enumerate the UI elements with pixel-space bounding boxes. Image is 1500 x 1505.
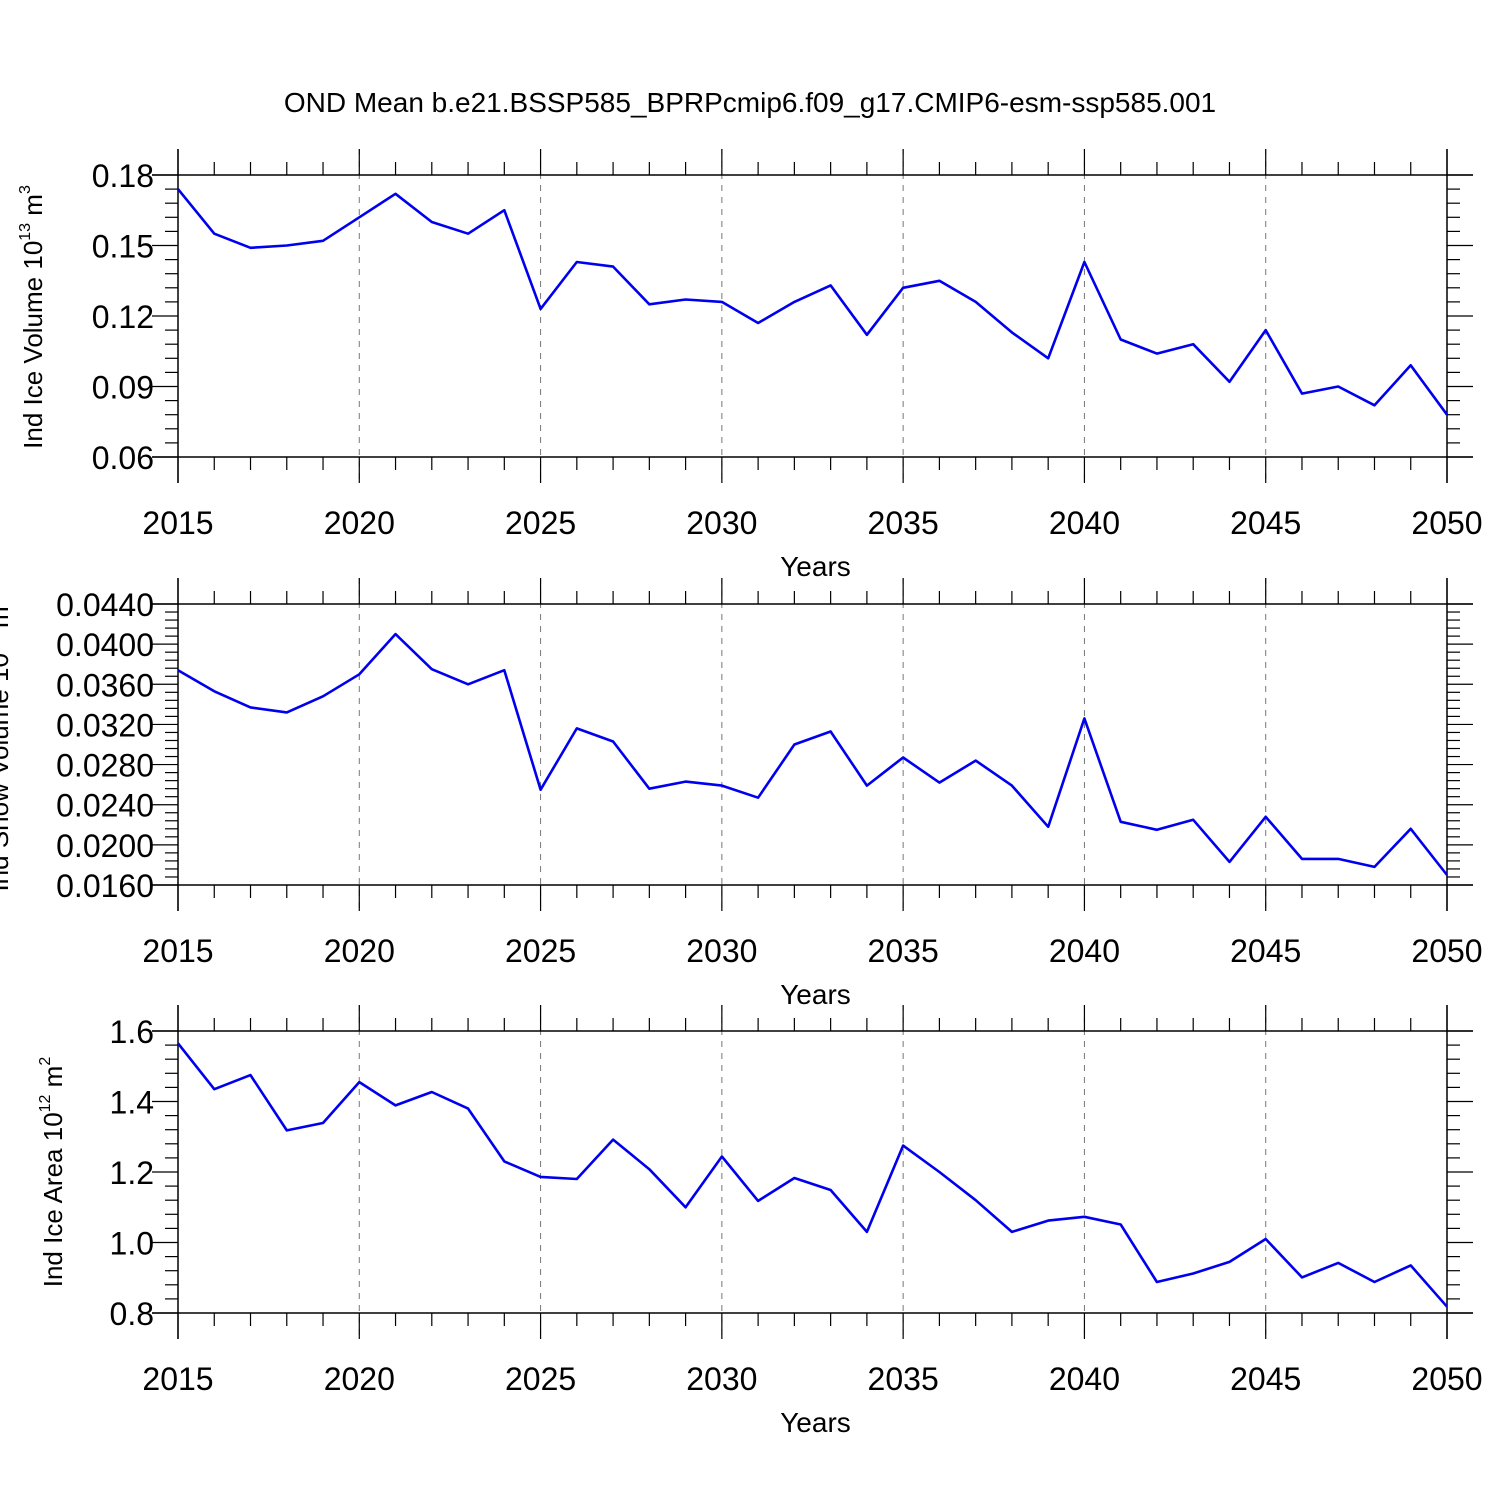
x-tick-label: 2035 [868, 933, 939, 969]
x-tick-label: 2015 [142, 505, 213, 541]
chart-title: OND Mean b.e21.BSSP585_BPRPcmip6.f09_g17… [284, 87, 1216, 118]
series-line [178, 1043, 1447, 1306]
y-tick-label: 0.0240 [56, 788, 154, 824]
x-tick-label: 2020 [324, 505, 395, 541]
x-tick-label: 2035 [868, 505, 939, 541]
y-tick-label: 1.2 [110, 1155, 154, 1191]
panel-1: 2015 2020 2025 2030 2035 2040 2045 2050 Years 0.0… [17, 149, 1483, 582]
y-tick-label: 1.4 [110, 1085, 154, 1121]
x-tick-label: 2020 [324, 933, 395, 969]
x-axis-label: Years [780, 551, 851, 582]
x-tick-label: 2015 [142, 933, 213, 969]
x-tick-label: 2050 [1411, 933, 1482, 969]
x-tick-label: 2025 [505, 1361, 576, 1397]
y-axis-label: Ind Snow Volume 1013 m3 [0, 597, 14, 891]
y-tick-label: 0.0400 [56, 627, 154, 663]
y-tick-label: 1.0 [110, 1226, 154, 1262]
y-axis-label: Ind Ice Volume 1013 m3 [17, 185, 48, 449]
x-tick-label: 2025 [505, 933, 576, 969]
x-tick-label: 2045 [1230, 933, 1301, 969]
x-tick-label: 2040 [1049, 933, 1120, 969]
y-tick-label: 0.0440 [56, 587, 154, 623]
y-axis-label: Ind Ice Area 1012 m2 [37, 1057, 68, 1288]
x-tick-label: 2040 [1049, 1361, 1120, 1397]
y-tick-label: 0.8 [110, 1296, 154, 1332]
x-tick-label: 2030 [686, 1361, 757, 1397]
x-tick-label: 2040 [1049, 505, 1120, 541]
y-tick-label: 0.0160 [56, 868, 154, 904]
x-tick-label: 2050 [1411, 505, 1482, 541]
y-tick-label: 0.06 [92, 440, 154, 476]
x-axis-label: Years [780, 979, 851, 1010]
x-tick-label: 2045 [1230, 1361, 1301, 1397]
y-tick-label: 0.0360 [56, 667, 154, 703]
y-tick-label: 0.0320 [56, 707, 154, 743]
x-tick-label: 2045 [1230, 505, 1301, 541]
series-line [178, 189, 1447, 415]
x-tick-label: 2025 [505, 505, 576, 541]
y-tick-label: 0.12 [92, 299, 154, 335]
x-tick-label: 2015 [142, 1361, 213, 1397]
y-tick-label: 0.09 [92, 370, 154, 406]
panel-3: 2015 2020 2025 2030 2035 2040 2045 2050 Years 0.8… [37, 1005, 1483, 1438]
x-tick-label: 2020 [324, 1361, 395, 1397]
x-tick-label: 2035 [868, 1361, 939, 1397]
series-line [178, 634, 1447, 875]
y-tick-label: 0.15 [92, 229, 154, 265]
x-tick-label: 2030 [686, 505, 757, 541]
y-tick-label: 0.0200 [56, 828, 154, 864]
y-tick-label: 0.0280 [56, 748, 154, 784]
x-tick-label: 2030 [686, 933, 757, 969]
x-axis-label: Years [780, 1407, 851, 1438]
y-tick-label: 0.18 [92, 158, 154, 194]
x-tick-label: 2050 [1411, 1361, 1482, 1397]
panel-2: 2015 2020 2025 2030 2035 2040 2045 2050 Years 0.0… [0, 578, 1483, 1010]
y-tick-label: 1.6 [110, 1014, 154, 1050]
